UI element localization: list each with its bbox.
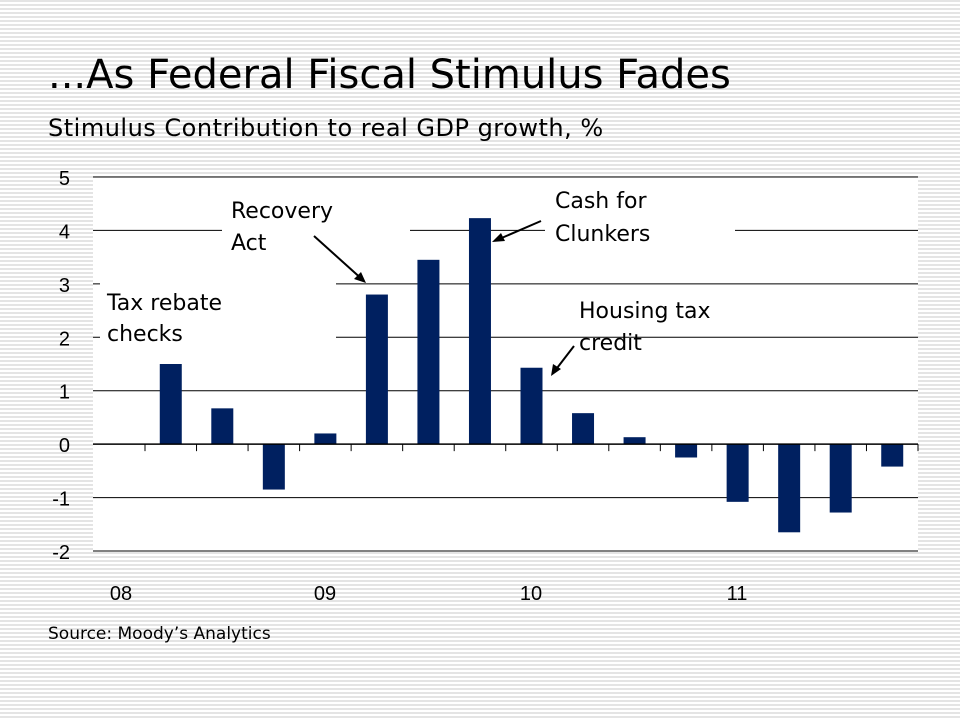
annotation-clunkers-line1: Cash for	[555, 189, 647, 214]
y-tick-label: 0	[59, 435, 70, 457]
y-tick-label: 5	[59, 168, 70, 190]
y-tick-label: -1	[52, 489, 70, 511]
arrowhead-housing-tax-credit	[551, 364, 561, 376]
arrowhead-cash-for-clunkers	[492, 233, 505, 242]
bars	[159, 218, 904, 533]
bar	[159, 364, 182, 445]
annotation-recovery-act-line1: Recovery	[231, 199, 333, 224]
x-axis	[93, 443, 919, 452]
x-tick-label: 09	[314, 583, 336, 605]
annotation-tax-rebate: Tax rebate checks	[100, 281, 336, 349]
x-tick-labels: 08 09 10 11	[110, 583, 748, 605]
source-note: Source: Moody’s Analytics	[48, 624, 271, 644]
annotation-tax-rebate-line2: checks	[107, 322, 183, 347]
bar	[572, 413, 595, 445]
bar	[520, 367, 543, 445]
arrow-recovery-act	[313, 235, 365, 282]
annotation-clunkers-line2: Clunkers	[555, 222, 650, 247]
y-tick-label: 3	[59, 275, 70, 297]
bar	[829, 444, 852, 513]
bar	[417, 259, 440, 445]
arrow-cash-for-clunkers	[496, 220, 542, 241]
bar	[262, 444, 285, 490]
bar	[365, 294, 388, 445]
x-tick-label: 10	[520, 583, 542, 605]
annotation-housing-line2: credit	[579, 331, 642, 356]
bar	[881, 444, 904, 467]
y-tick-labels: -2 -1 0 1 2 3 4 5	[52, 168, 70, 564]
bar	[726, 444, 749, 502]
annotation-housing-line1: Housing tax	[579, 299, 711, 324]
y-tick-label: 2	[59, 328, 70, 350]
bar	[314, 433, 337, 445]
annotation-recovery-act: Recovery Act	[222, 186, 410, 283]
bar	[211, 408, 234, 445]
bar	[675, 444, 698, 458]
annotation-tax-rebate-line1: Tax rebate	[106, 291, 222, 316]
y-tick-label: 4	[59, 221, 70, 243]
y-tick-label: -2	[52, 542, 70, 564]
x-tick-label: 11	[727, 583, 748, 605]
annotation-housing-tax-credit: Housing tax credit	[551, 287, 822, 376]
bar	[623, 437, 646, 445]
y-tick-label: 1	[59, 382, 70, 404]
bar	[468, 218, 491, 445]
bar	[778, 444, 801, 533]
annotation-recovery-act-line2: Act	[231, 231, 267, 256]
slide-title: ...As Federal Fiscal Stimulus Fades	[48, 52, 731, 98]
chart-subtitle: Stimulus Contribution to real GDP growth…	[48, 114, 604, 142]
x-tick-label: 08	[110, 583, 132, 605]
annotation-cash-for-clunkers: Cash for Clunkers	[492, 183, 735, 253]
arrowhead-recovery-act	[354, 272, 366, 283]
